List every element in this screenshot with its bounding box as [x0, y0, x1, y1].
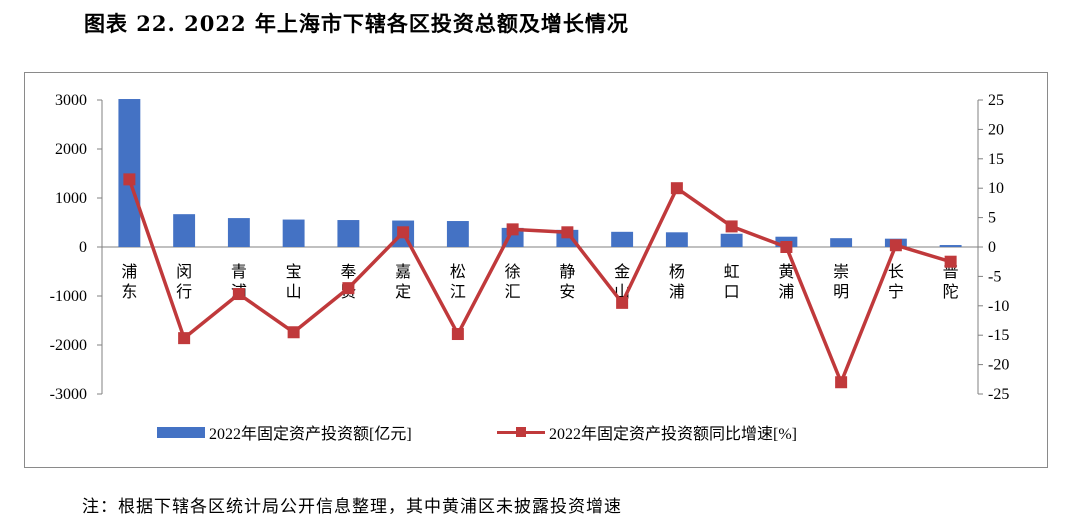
- bar-14: [830, 238, 853, 247]
- growth-marker-11: [670, 182, 683, 195]
- left-axis-tick-label: 1000: [55, 190, 87, 207]
- category-label: 黄: [778, 262, 794, 281]
- left-axis-tick-label: 3000: [55, 92, 87, 109]
- category-label: 长: [888, 262, 904, 281]
- growth-marker-7: [451, 328, 464, 341]
- category-label: 静: [559, 262, 575, 281]
- category-label: 青: [231, 262, 247, 281]
- growth-marker-12: [725, 220, 738, 233]
- chart-legend-growth: 2022年固定资产投资额同比增速[%]: [497, 418, 797, 446]
- right-axis-tick-label: -25: [988, 386, 1009, 403]
- left-axis-tick-label: 0: [79, 239, 87, 256]
- legend-label-investment: 2022年固定资产投资额[亿元]: [209, 426, 412, 443]
- footnote: 注：根据下辖各区统计局公开信息整理，其中黄浦区未披露投资增速: [82, 497, 622, 517]
- bar-2: [173, 214, 196, 247]
- category-label: 松: [450, 262, 466, 281]
- right-axis-tick-label: 0: [988, 239, 996, 256]
- bar-4: [282, 219, 305, 247]
- growth-marker-1: [123, 173, 136, 186]
- category-label: 陀: [943, 282, 959, 301]
- right-axis-tick-label: -15: [988, 327, 1009, 344]
- growth-marker-4: [287, 326, 300, 339]
- growth-marker-9: [561, 226, 574, 239]
- growth-marker-13: [780, 241, 793, 253]
- right-axis-tick-label: 20: [988, 121, 1004, 138]
- category-label: 安: [559, 282, 575, 301]
- chart-legend: 2022年固定资产投资额[亿元]: [157, 418, 412, 446]
- figure-title: 图表 22. 2022 年上海市下辖各区投资总额及增长情况: [84, 11, 629, 36]
- category-label: 浦: [669, 282, 685, 301]
- left-axis-tick-label: -1000: [50, 288, 87, 305]
- legend-swatch-bar: [157, 426, 205, 438]
- right-axis-tick-label: -20: [988, 357, 1009, 374]
- category-label: 定: [395, 282, 411, 301]
- right-axis-tick-label: 10: [988, 180, 1004, 197]
- right-axis-tick-label: 15: [988, 151, 1004, 168]
- category-label: 徐: [505, 262, 521, 281]
- category-label: 行: [176, 282, 192, 301]
- right-axis-tick-label: 5: [988, 210, 996, 227]
- category-label: 崇: [833, 262, 849, 281]
- chart-frame: [24, 72, 1048, 468]
- growth-line: [127, 178, 952, 384]
- category-label: 明: [833, 282, 849, 301]
- category-label: 浦: [778, 282, 794, 301]
- growth-marker-8: [506, 223, 519, 236]
- category-label: 奉: [340, 262, 356, 281]
- left-axis-tick-label: 2000: [55, 141, 87, 158]
- category-label: 宁: [888, 282, 904, 301]
- left-axis-tick-label: -2000: [50, 337, 87, 354]
- growth-marker-15: [889, 239, 902, 252]
- legend-swatch-line: [497, 424, 545, 440]
- category-label: 浦: [121, 262, 137, 281]
- bar-12: [720, 233, 743, 247]
- category-label: 口: [724, 282, 740, 301]
- category-label: 金: [614, 262, 630, 281]
- category-label: 虹: [724, 262, 740, 281]
- bar-11: [665, 232, 688, 247]
- bar-3: [227, 218, 250, 247]
- growth-marker-6: [397, 226, 410, 239]
- right-axis-tick-label: -10: [988, 298, 1009, 315]
- growth-marker-5: [342, 282, 355, 295]
- category-label: 嘉: [395, 262, 411, 281]
- right-axis-tick-label: 25: [988, 92, 1004, 109]
- left-axis-tick-label: -3000: [50, 386, 87, 403]
- category-label: 汇: [505, 282, 521, 301]
- legend-label-growth: 2022年固定资产投资额同比增速[%]: [549, 426, 797, 443]
- category-label: 宝: [286, 262, 302, 281]
- bar-7: [446, 221, 469, 247]
- growth-marker-3: [232, 288, 245, 301]
- bar-1: [118, 99, 141, 248]
- growth-marker-10: [616, 296, 629, 309]
- category-label: 杨: [669, 262, 685, 281]
- bar-5: [337, 220, 360, 247]
- category-label: 江: [450, 282, 466, 301]
- bar-10: [611, 231, 634, 247]
- category-label: 山: [286, 282, 302, 301]
- growth-marker-16: [944, 255, 957, 268]
- growth-marker-14: [835, 376, 848, 389]
- growth-marker-2: [178, 332, 191, 345]
- right-axis-tick-label: -5: [988, 268, 1001, 285]
- category-label: 闵: [176, 262, 192, 281]
- bar-16: [939, 245, 962, 247]
- category-label: 东: [121, 282, 137, 301]
